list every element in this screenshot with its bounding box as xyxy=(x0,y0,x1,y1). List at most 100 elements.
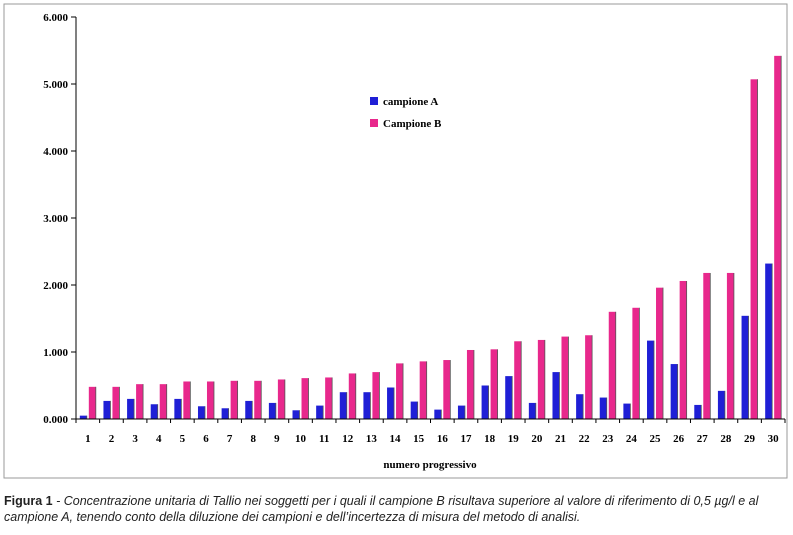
bar-campione-b xyxy=(136,384,144,419)
bar-campione-a xyxy=(765,263,773,419)
bar-campione-a xyxy=(552,372,560,419)
y-tick-label: 3.000 xyxy=(43,213,68,225)
x-tick-label: 11 xyxy=(319,433,329,445)
bar-campione-b xyxy=(585,335,593,419)
x-tick-label: 20 xyxy=(531,433,543,445)
bar-campione-b xyxy=(679,280,687,419)
bar-campione-a xyxy=(316,405,324,419)
bar-campione-a xyxy=(410,401,418,419)
bar-campione-a xyxy=(79,415,87,419)
legend-swatch xyxy=(370,119,378,127)
chart-figure: 0.000 1.000 2.000 3.000 4.000 5.000 6.000 1 2 3 4 5… xyxy=(3,3,788,479)
y-tick-label: 2.000 xyxy=(43,280,68,292)
legend: campione A Campione B xyxy=(370,96,442,130)
bar-campione-a xyxy=(717,390,725,419)
bar-campione-a xyxy=(457,405,465,419)
bar-campione-a xyxy=(741,315,749,419)
bar-campione-a xyxy=(528,402,536,419)
y-tick-label: 1.000 xyxy=(43,347,68,359)
legend-swatch xyxy=(370,97,378,105)
bar-campione-a xyxy=(150,404,158,419)
x-tick-label: 19 xyxy=(508,433,520,445)
x-tick-label: 12 xyxy=(342,433,354,445)
caption-label: Figura 1 xyxy=(4,494,53,508)
bar-campione-b xyxy=(632,307,640,419)
x-tick-label: 17 xyxy=(460,433,472,445)
x-tick-label: 28 xyxy=(720,433,732,445)
bar-campione-b xyxy=(561,336,569,419)
x-tick-label: 13 xyxy=(366,433,378,445)
bar-campione-a xyxy=(599,397,607,419)
x-tick-label: 14 xyxy=(390,433,402,445)
x-tick-label: 16 xyxy=(437,433,449,445)
bar-campione-a xyxy=(576,394,584,419)
bar-campione-a xyxy=(434,409,442,419)
x-tick-label: 8 xyxy=(251,433,257,445)
bar-campione-b xyxy=(254,380,262,419)
x-tick-label: 2 xyxy=(109,433,115,445)
bar-campione-b xyxy=(88,386,96,419)
bar-campione-b xyxy=(301,378,309,419)
figure-caption: Figura 1 - Concentrazione unitaria di Ta… xyxy=(4,493,789,525)
bar-campione-b xyxy=(514,341,522,419)
bar-campione-b xyxy=(443,360,451,419)
bar-campione-a xyxy=(245,400,253,419)
y-tick-label: 5.000 xyxy=(43,79,68,91)
x-tick-label: 29 xyxy=(744,433,756,445)
y-tick-label: 0.000 xyxy=(43,414,68,426)
bar-campione-b xyxy=(419,361,427,419)
bar-campione-b xyxy=(230,380,238,419)
bar-campione-a xyxy=(363,392,371,419)
bar-campione-a xyxy=(505,376,513,419)
bar-campione-b xyxy=(750,79,758,419)
bar-campione-a xyxy=(670,364,678,419)
bar-campione-a xyxy=(623,403,631,419)
x-tick-label: 23 xyxy=(602,433,614,445)
legend-label: Campione B xyxy=(383,118,442,130)
bar-campione-a xyxy=(647,340,655,419)
bar-campione-b xyxy=(656,287,664,419)
chart-border xyxy=(3,3,788,479)
bar-campione-b xyxy=(159,384,167,419)
bar-campione-b xyxy=(348,373,356,419)
bar-campione-b xyxy=(726,272,734,419)
bar-campione-b xyxy=(112,386,120,419)
x-tick-label: 27 xyxy=(697,433,709,445)
bar-campione-a xyxy=(339,392,347,419)
x-tick-label: 25 xyxy=(650,433,662,445)
bar-campione-a xyxy=(103,400,111,419)
x-tick-label: 6 xyxy=(203,433,209,445)
x-tick-label: 30 xyxy=(768,433,780,445)
bar-campione-a xyxy=(174,398,182,419)
bar-campione-b xyxy=(774,55,782,420)
bar-campione-b xyxy=(608,311,616,419)
x-tick-label: 9 xyxy=(274,433,280,445)
x-tick-label: 18 xyxy=(484,433,496,445)
x-tick-label: 3 xyxy=(132,433,138,445)
bar-campione-a xyxy=(127,398,135,419)
caption-text: - Concentrazione unitaria di Tallio nei … xyxy=(4,494,759,524)
x-tick-label: 26 xyxy=(673,433,685,445)
bar-campione-a xyxy=(268,402,276,419)
bar-campione-b xyxy=(537,339,545,419)
bar-campione-a xyxy=(221,408,229,419)
bar-campione-a xyxy=(197,406,205,419)
bar-campione-b xyxy=(490,349,498,419)
bar-campione-b xyxy=(703,272,711,419)
x-tick-label: 24 xyxy=(626,433,638,445)
bar-campione-a xyxy=(387,387,395,419)
x-tick-label: 5 xyxy=(180,433,186,445)
bar-campione-a xyxy=(694,404,702,419)
bar-campione-b xyxy=(396,363,404,419)
bar-campione-a xyxy=(292,410,300,419)
x-tick-label: 10 xyxy=(295,433,307,445)
legend-label: campione A xyxy=(383,96,438,108)
bar-campione-b xyxy=(372,372,380,419)
y-tick-label: 6.000 xyxy=(43,12,68,24)
bar-campione-b xyxy=(206,381,214,419)
x-tick-label: 15 xyxy=(413,433,425,445)
y-tick-label: 4.000 xyxy=(43,146,68,158)
x-tick-label: 1 xyxy=(85,433,91,445)
x-axis-title: numero progressivo xyxy=(383,459,477,471)
